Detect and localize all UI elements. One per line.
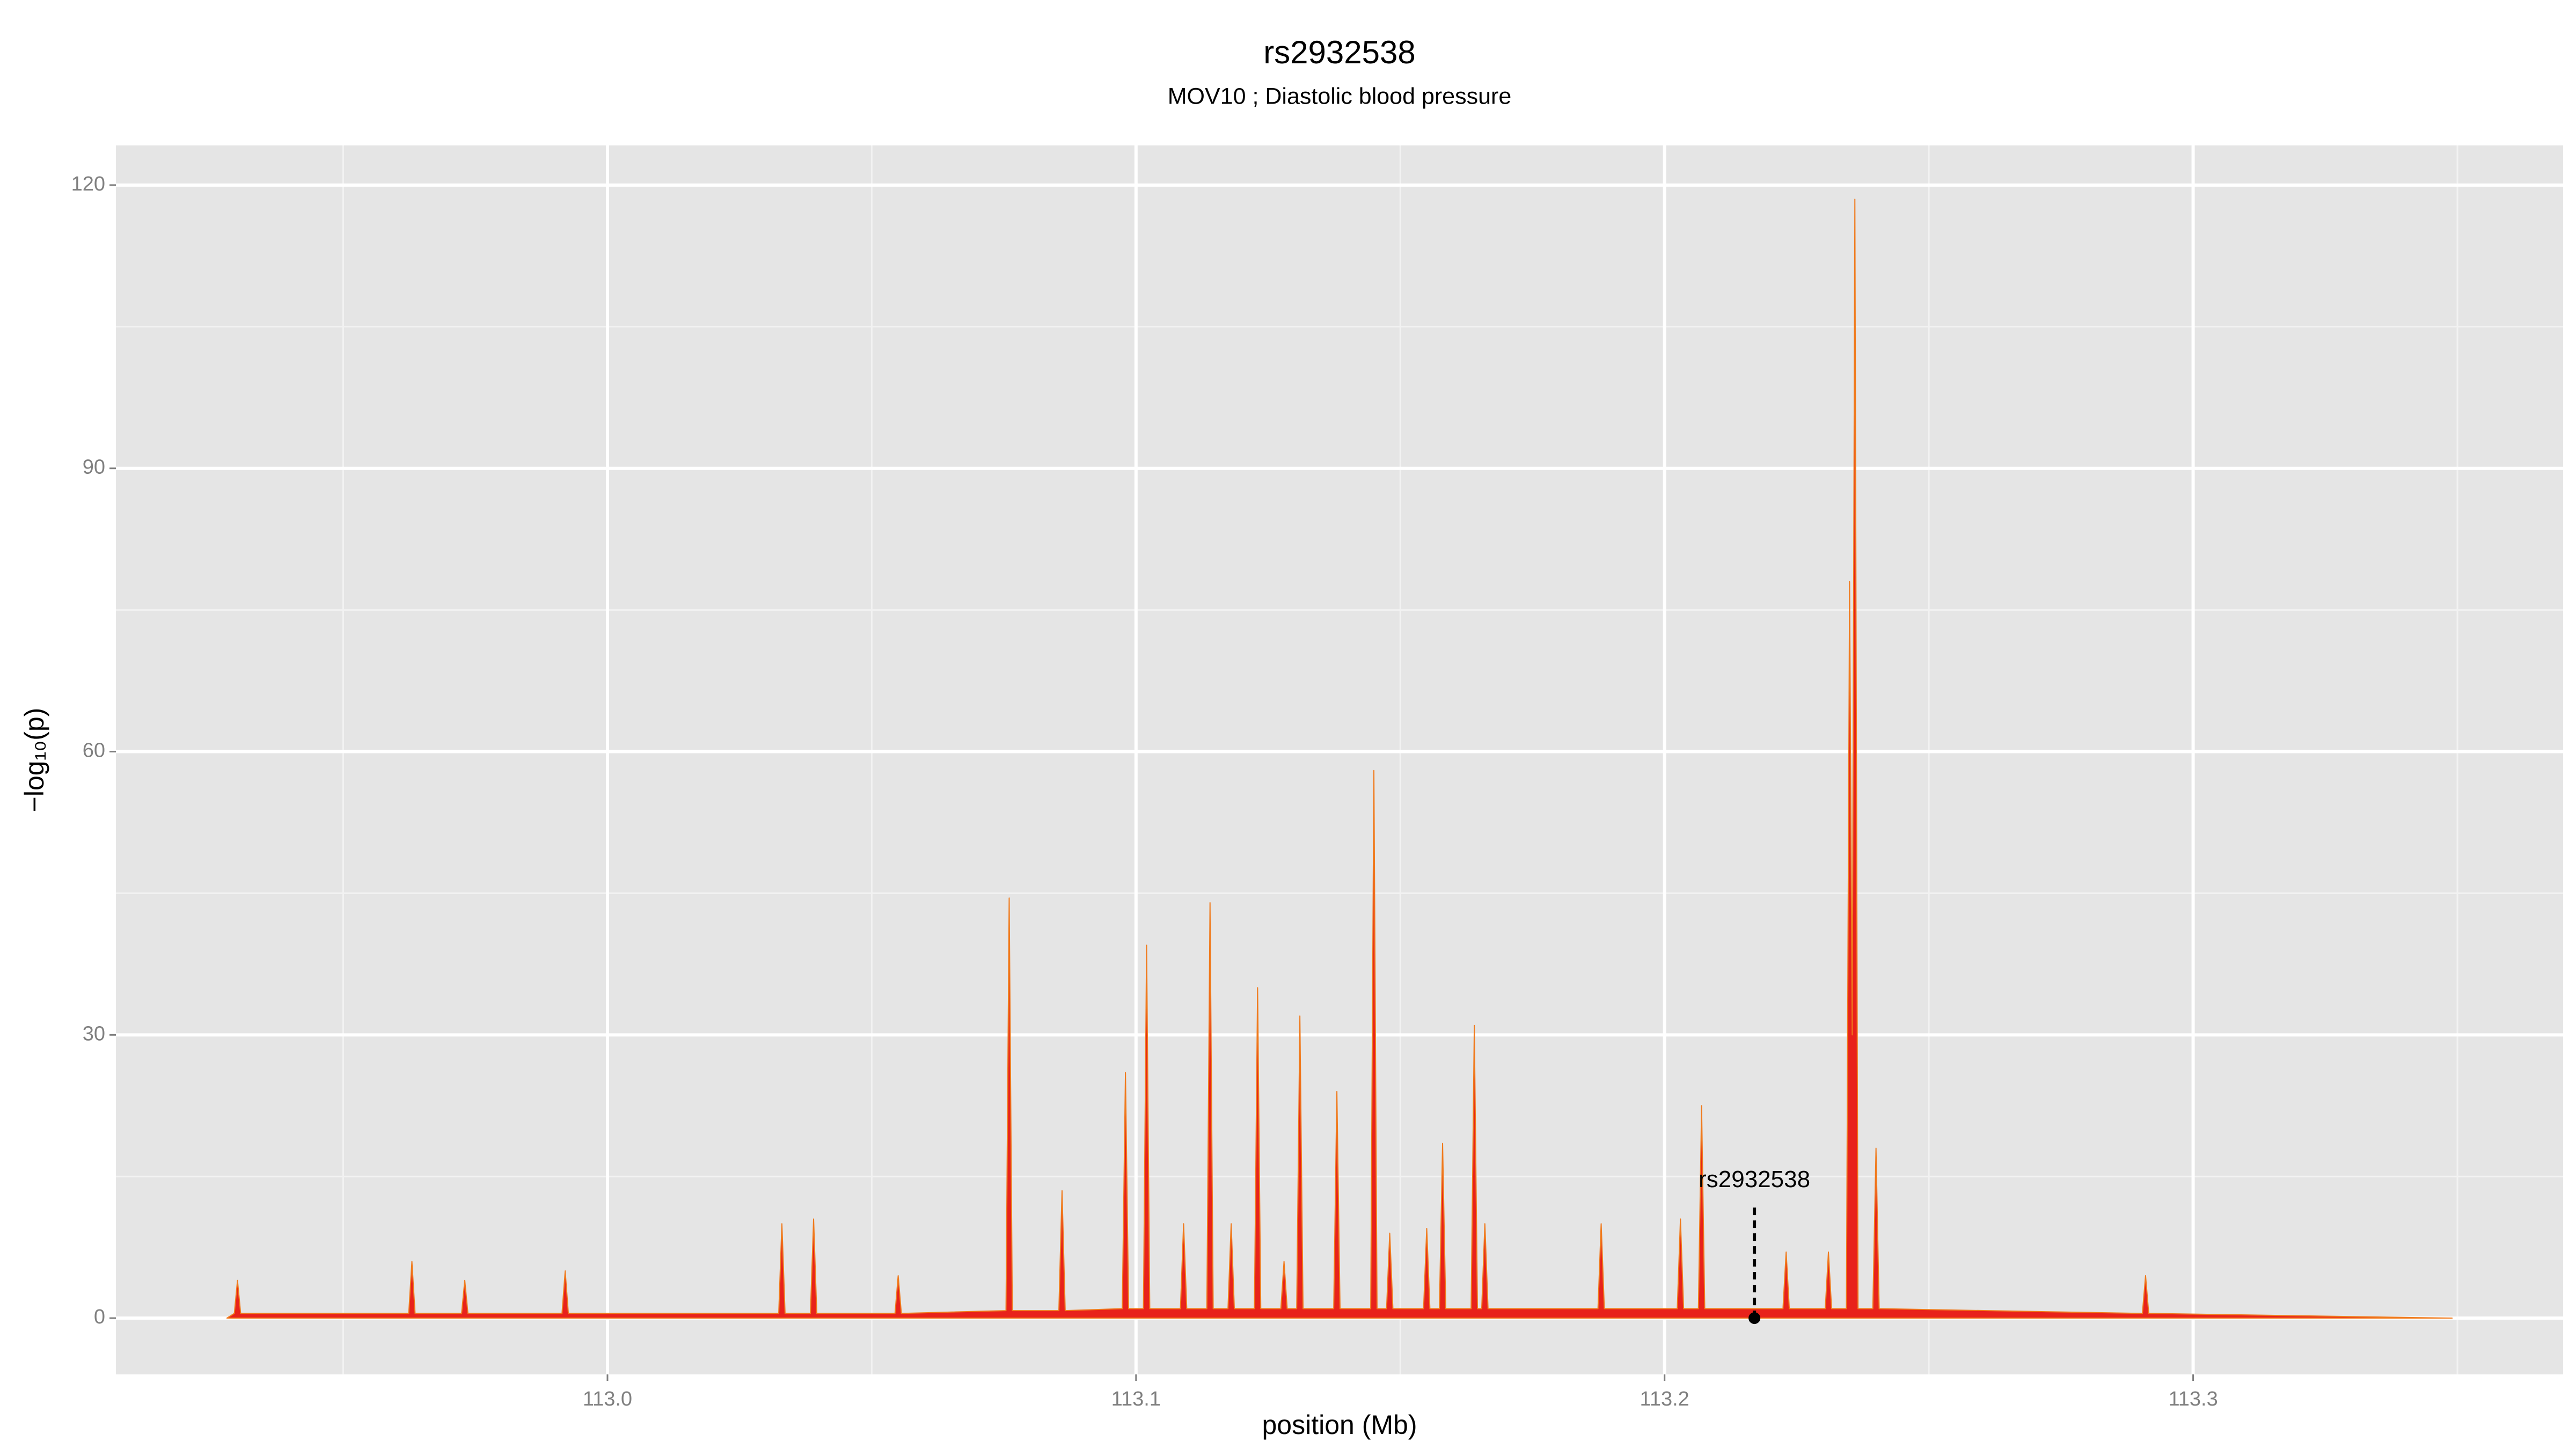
y-axis-title: −log₁₀(p) <box>19 708 49 813</box>
annotation-label: rs2932538 <box>1699 1166 1810 1192</box>
chart-subtitle: MOV10 ; Diastolic blood pressure <box>1168 83 1512 109</box>
x-tick-label: 113.2 <box>1640 1388 1689 1410</box>
y-tick-label: 60 <box>83 740 105 762</box>
y-tick-label: 0 <box>94 1306 105 1328</box>
x-tick-label: 113.0 <box>583 1388 632 1410</box>
x-axis-title: position (Mb) <box>1262 1410 1417 1440</box>
x-tick-label: 113.1 <box>1111 1388 1161 1410</box>
area <box>226 199 2453 1319</box>
y-tick-label: 30 <box>83 1022 105 1045</box>
annotation-point <box>1748 1312 1761 1324</box>
chart-title: rs2932538 <box>1263 34 1416 70</box>
plot-panel <box>116 145 2563 1374</box>
y-tick-label: 120 <box>71 173 105 195</box>
x-tick-label: 113.3 <box>2168 1388 2218 1410</box>
y-tick-label: 90 <box>83 456 105 479</box>
